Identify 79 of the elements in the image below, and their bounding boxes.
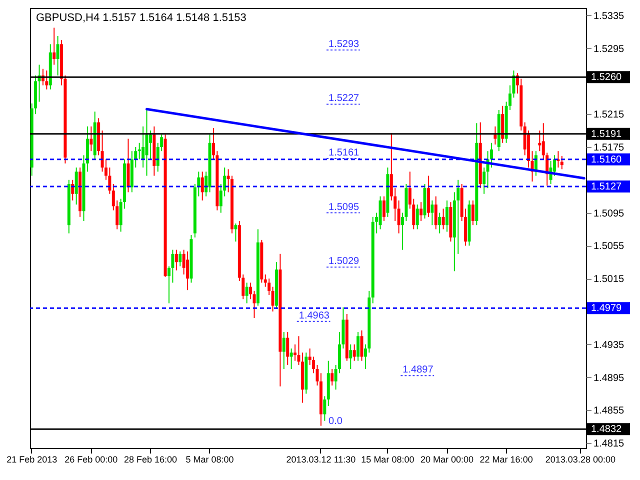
candlestick xyxy=(382,196,386,222)
candlestick xyxy=(148,130,152,160)
candlestick xyxy=(494,126,497,146)
y-tick-label: 1.4815 xyxy=(594,438,625,450)
candlestick xyxy=(252,290,256,319)
candlestick xyxy=(438,212,442,234)
candlestick xyxy=(297,336,300,366)
candlestick xyxy=(323,396,326,422)
y-tick-label: 1.5015 xyxy=(594,274,625,286)
candlestick xyxy=(200,171,204,201)
candlestick xyxy=(538,130,542,152)
ref-line-label: 1.5160 xyxy=(591,154,622,166)
x-tick-label: 2013.03.28 00:00 xyxy=(545,454,616,464)
y-tick-label: 1.5095 xyxy=(594,208,625,220)
ref-line-label: 1.5293 xyxy=(328,38,360,50)
candlestick xyxy=(249,282,252,300)
ref-line-label: 1.4832 xyxy=(591,424,622,436)
ref-line-label: 1.5029 xyxy=(328,256,360,268)
candlestick xyxy=(471,200,474,226)
candlestick xyxy=(290,348,293,370)
candlestick xyxy=(430,200,434,226)
candlestick xyxy=(360,330,364,362)
candlestick xyxy=(45,70,48,90)
ref-line-label: 1.5095 xyxy=(328,202,360,213)
candlestick xyxy=(142,126,145,168)
candlestick xyxy=(178,250,182,267)
ref-line-label: 1.4963 xyxy=(298,310,330,322)
candlestick xyxy=(352,344,356,362)
candlestick xyxy=(416,204,419,230)
candlestick xyxy=(282,332,286,370)
ref-line-label: 1.5227 xyxy=(328,93,360,104)
candlestick xyxy=(138,142,141,160)
candlestick xyxy=(397,200,400,234)
candlestick xyxy=(482,167,486,194)
candlestick xyxy=(56,35,60,76)
y-tick-label: 1.4895 xyxy=(594,372,625,384)
candlestick xyxy=(74,167,78,206)
x-tick-label: 20 Mar 00:00 xyxy=(420,454,474,464)
candlestick xyxy=(446,200,448,232)
y-tick-label: 1.5175 xyxy=(594,142,625,154)
ref-line-label: 1.5191 xyxy=(591,128,622,140)
candlestick xyxy=(90,126,93,152)
annotation: 0.0 xyxy=(328,416,343,428)
x-tick-label: 2013.03.12 11:30 xyxy=(286,454,356,464)
chart-title: GBPUSD,H4 1.5157 1.5164 1.5148 1.5153 xyxy=(36,12,246,24)
x-tick-label: 22 Mar 16:00 xyxy=(480,454,533,464)
candlestick xyxy=(145,108,148,176)
candlestick xyxy=(560,156,564,170)
ref-line-label: 1.5127 xyxy=(591,181,622,192)
candlestick xyxy=(174,249,178,271)
candlestick xyxy=(268,278,271,296)
x-tick-label: 5 Mar 08:00 xyxy=(186,454,234,464)
x-tick-label: 21 Feb 2013 xyxy=(6,454,58,464)
candlestick xyxy=(234,222,238,242)
candlestick xyxy=(126,138,130,193)
ref-line-label: 1.4897 xyxy=(402,364,434,376)
x-tick-label: 26 Feb 00:00 xyxy=(64,454,118,464)
candlestick xyxy=(286,332,290,366)
y-tick-label: 1.5055 xyxy=(594,241,625,252)
y-tick-label: 1.5335 xyxy=(594,10,625,22)
ref-line-label: 1.5161 xyxy=(328,148,360,159)
candlestick xyxy=(186,250,190,291)
candlestick xyxy=(245,282,248,304)
x-tick-label: 15 Mar 08:00 xyxy=(361,454,414,464)
candlestick xyxy=(434,196,438,230)
candlestick xyxy=(356,332,360,362)
y-tick-label: 1.4935 xyxy=(594,340,625,351)
ref-line-label: 1.5260 xyxy=(591,72,622,84)
y-tick-label: 1.5215 xyxy=(594,110,625,121)
ref-line-label: 1.4979 xyxy=(591,303,622,314)
candlestick xyxy=(330,368,334,386)
y-tick-label: 1.4855 xyxy=(594,406,625,417)
x-tick-label: 28 Feb 16:00 xyxy=(124,454,177,464)
y-tick-label: 1.5295 xyxy=(594,44,625,55)
candlestick xyxy=(52,27,56,66)
candlestick xyxy=(271,286,274,312)
candlestick xyxy=(349,344,352,370)
candlestick xyxy=(420,202,423,222)
candlestick xyxy=(442,208,445,230)
